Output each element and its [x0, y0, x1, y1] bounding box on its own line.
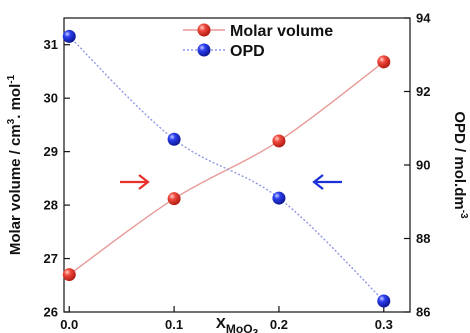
- y-right-tick-label: 88: [416, 231, 430, 246]
- legend-marker-opd: [197, 43, 211, 57]
- opd-point: [167, 132, 181, 146]
- x-axis-label: XMoO3: [216, 315, 259, 333]
- opd-point: [62, 29, 76, 43]
- y-right-tick-label: 92: [416, 84, 430, 99]
- series-layer: [62, 29, 391, 308]
- y-right-tick-label: 90: [416, 158, 430, 173]
- legend-label-opd: OPD: [230, 43, 265, 60]
- opd-point: [377, 294, 391, 308]
- x-tick-label: 0.3: [375, 317, 393, 332]
- arrow-annotation-left: [312, 174, 342, 190]
- y-right-axis-label: OPD / mol.dm-3: [451, 111, 469, 219]
- y-left-tick-label: 26: [44, 305, 58, 320]
- y-left-tick-label: 31: [44, 37, 58, 52]
- arrow-annotation-right: [120, 174, 150, 190]
- y-left-tick-label: 28: [44, 198, 58, 213]
- molar-volume-point: [62, 268, 76, 282]
- x-tick-label: 0.2: [270, 317, 288, 332]
- series-line-molar-volume: [68, 61, 385, 276]
- molar-volume-point: [377, 55, 391, 69]
- series-line-opd: [68, 35, 385, 302]
- legend: Molar volume OPD: [183, 23, 333, 60]
- molar-volume-point: [167, 192, 181, 206]
- legend-marker-molar-volume: [197, 23, 211, 37]
- x-tick-label: 0.1: [165, 317, 183, 332]
- y-left-tick-label: 27: [44, 251, 58, 266]
- molar-volume-point: [272, 134, 286, 148]
- y-right-tick-label: 86: [416, 305, 430, 320]
- y-right-axis-ticks: 86 88 90 92 94: [404, 11, 431, 320]
- x-tick-label: 0.0: [60, 317, 78, 332]
- opd-point: [272, 191, 286, 205]
- y-left-tick-label: 30: [44, 91, 58, 106]
- y-left-tick-label: 29: [44, 144, 58, 159]
- x-axis-ticks: 0.0 0.1 0.2 0.3: [60, 306, 393, 332]
- legend-label-molar-volume: Molar volume: [230, 23, 333, 40]
- y-left-axis-label: Molar volume / cm3. mol-1: [6, 74, 24, 255]
- y-left-axis-ticks: 26 27 28 29 30 31: [44, 37, 70, 320]
- y-right-tick-label: 94: [416, 11, 431, 26]
